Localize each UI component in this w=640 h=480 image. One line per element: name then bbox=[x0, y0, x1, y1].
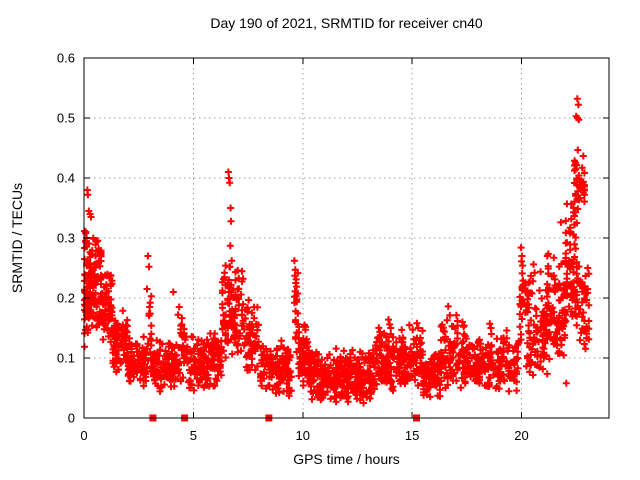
chart-title: Day 190 of 2021, SRMTID for receiver cn4… bbox=[210, 15, 483, 31]
y-tick-label: 0.6 bbox=[57, 51, 75, 66]
y-tick-label: 0.1 bbox=[57, 351, 75, 366]
x-tick-label: 20 bbox=[514, 428, 528, 443]
y-tick-label: 0.2 bbox=[57, 291, 75, 306]
y-tick-label: 0.3 bbox=[57, 231, 75, 246]
y-tick-label: 0 bbox=[68, 411, 75, 426]
x-tick-label: 5 bbox=[190, 428, 197, 443]
x-tick-label: 10 bbox=[296, 428, 310, 443]
y-axis-label: SRMTID / TECUs bbox=[9, 182, 25, 294]
x-axis-label: GPS time / hours bbox=[293, 451, 400, 467]
x-tick-label: 0 bbox=[80, 428, 87, 443]
y-tick-label: 0.5 bbox=[57, 111, 75, 126]
x-tick-label: 15 bbox=[405, 428, 419, 443]
srmtid-scatter-markers bbox=[81, 95, 593, 407]
y-tick-label: 0.4 bbox=[57, 171, 75, 186]
